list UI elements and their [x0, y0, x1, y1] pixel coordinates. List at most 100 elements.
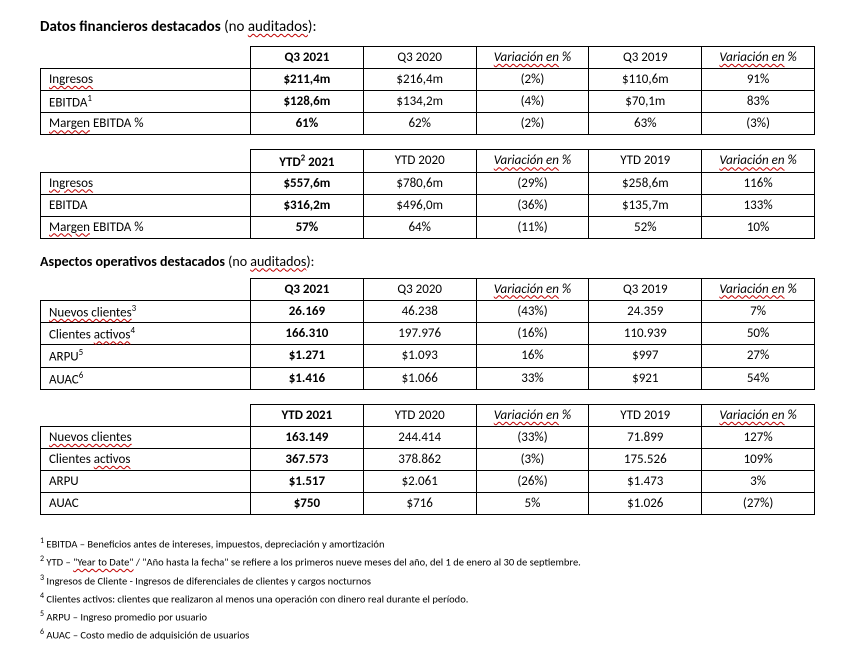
cell-value: 127% [702, 426, 815, 448]
cell-value: $1.066 [363, 367, 476, 389]
row-label: Margen EBITDA % [41, 113, 251, 135]
cell-value: $110,6m [589, 69, 702, 91]
cell-value: $557,6m [251, 172, 364, 194]
row-label: Ingresos [41, 69, 251, 91]
column-header: Q3 2020 [363, 47, 476, 69]
cell-value: 61% [251, 113, 364, 135]
table-row: ARPU$1.517$2.061(26%)$1.4733% [41, 470, 815, 492]
footnote-line: 4 Clientes activos: clientes que realiza… [40, 590, 815, 608]
row-label: Ingresos [41, 172, 251, 194]
row-label: AUAC [41, 492, 251, 514]
column-header: Variación en % [476, 404, 589, 426]
cell-value: 62% [363, 113, 476, 135]
header-blank [41, 278, 251, 300]
cell-value: 244.414 [363, 426, 476, 448]
table-row: Clientes activos367.573378.862(3%)175.52… [41, 448, 815, 470]
row-label: Clientes activos [41, 448, 251, 470]
cell-value: 91% [702, 69, 815, 91]
column-header: Variación en % [476, 150, 589, 172]
cell-value: 50% [702, 322, 815, 344]
column-header: YTD 2019 [589, 404, 702, 426]
row-label: Nuevos clientes3 [41, 300, 251, 322]
column-header: Variación en % [702, 404, 815, 426]
cell-value: 71.899 [589, 426, 702, 448]
cell-value: 116% [702, 172, 815, 194]
cell-value: (4%) [476, 91, 589, 113]
column-header: Variación en % [702, 150, 815, 172]
row-label: EBITDA1 [41, 91, 251, 113]
row-label: AUAC6 [41, 367, 251, 389]
cell-value: $780,6m [363, 172, 476, 194]
footnote-line: 6 AUAC – Costo medio de adquisición de u… [40, 626, 815, 644]
cell-value: $921 [589, 367, 702, 389]
cell-value: $316,2m [251, 194, 364, 216]
heading-light: (no auditados): [221, 18, 317, 36]
heading-bold: Datos financieros destacados [40, 18, 221, 36]
cell-value: $134,2m [363, 91, 476, 113]
column-header: Variación en % [702, 47, 815, 69]
cell-value: 57% [251, 216, 364, 238]
header-blank [41, 150, 251, 172]
column-header: Q3 2019 [589, 278, 702, 300]
row-label: Clientes activos4 [41, 322, 251, 344]
cell-value: 3% [702, 470, 815, 492]
cell-value: $496,0m [363, 194, 476, 216]
cell-value: (36%) [476, 194, 589, 216]
cell-value: 7% [702, 300, 815, 322]
footnote-line: 1 EBITDA – Beneficios antes de intereses… [40, 535, 815, 553]
column-header: Variación en % [476, 278, 589, 300]
cell-value: 83% [702, 91, 815, 113]
row-label: Margen EBITDA % [41, 216, 251, 238]
table-row: AUAC6$1.416$1.06633%$92154% [41, 367, 815, 389]
table-row: Ingresos$557,6m$780,6m(29%)$258,6m116% [41, 172, 815, 194]
cell-value: $1.473 [589, 470, 702, 492]
footnotes: 1 EBITDA – Beneficios antes de intereses… [40, 535, 815, 645]
table-row: Margen EBITDA %61%62%(2%)63%(3%) [41, 113, 815, 135]
cell-value: 5% [476, 492, 589, 514]
table-row: AUAC$750$7165%$1.026(27%) [41, 492, 815, 514]
table-row: ARPU5$1.271$1.09316%$99727% [41, 345, 815, 367]
cell-value: 52% [589, 216, 702, 238]
cell-value: 26.169 [251, 300, 364, 322]
cell-value: (16%) [476, 322, 589, 344]
header-blank [41, 404, 251, 426]
cell-value: 166.310 [251, 322, 364, 344]
column-header: YTD 2020 [363, 404, 476, 426]
footnote-line: 5 ARPU – Ingreso promedio por usuario [40, 608, 815, 626]
cell-value: (26%) [476, 470, 589, 492]
cell-value: $2.061 [363, 470, 476, 492]
column-header: YTD 2020 [363, 150, 476, 172]
table-row: Clientes activos4166.310197.976(16%)110.… [41, 322, 815, 344]
main-heading: Datos financieros destacados (no auditad… [40, 18, 815, 36]
data-table-ytd-financial: YTD2 2021YTD 2020Variación en %YTD 2019V… [40, 149, 815, 238]
cell-value: 24.359 [589, 300, 702, 322]
cell-value: (33%) [476, 426, 589, 448]
column-header: Q3 2019 [589, 47, 702, 69]
header-blank [41, 47, 251, 69]
cell-value: (29%) [476, 172, 589, 194]
column-header: Q3 2021 [251, 47, 364, 69]
table-row: Margen EBITDA %57%64%(11%)52%10% [41, 216, 815, 238]
table-row: Nuevos clientes163.149244.414(33%)71.899… [41, 426, 815, 448]
cell-value: $135,7m [589, 194, 702, 216]
cell-value: (3%) [702, 113, 815, 135]
cell-value: $1.026 [589, 492, 702, 514]
cell-value: $750 [251, 492, 364, 514]
cell-value: (3%) [476, 448, 589, 470]
cell-value: 46.238 [363, 300, 476, 322]
cell-value: (43%) [476, 300, 589, 322]
table-row: Nuevos clientes326.16946.238(43%)24.3597… [41, 300, 815, 322]
cell-value: $1.517 [251, 470, 364, 492]
cell-value: $70,1m [589, 91, 702, 113]
row-label: EBITDA [41, 194, 251, 216]
cell-value: 10% [702, 216, 815, 238]
cell-value: (11%) [476, 216, 589, 238]
cell-value: $211,4m [251, 69, 364, 91]
cell-value: (2%) [476, 69, 589, 91]
cell-value: $128,6m [251, 91, 364, 113]
cell-value: 27% [702, 345, 815, 367]
cell-value: 16% [476, 345, 589, 367]
cell-value: 133% [702, 194, 815, 216]
data-table-ytd-operating: YTD 2021YTD 2020Variación en %YTD 2019Va… [40, 404, 815, 515]
sub-heading: Aspectos operativos destacados (no audit… [40, 253, 815, 270]
